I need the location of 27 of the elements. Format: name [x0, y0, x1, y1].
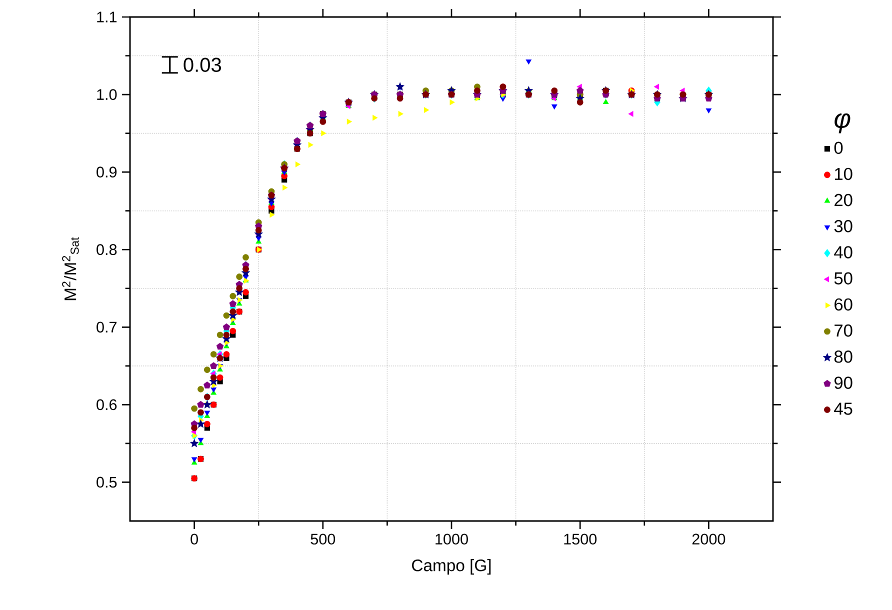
legend-label: 45 — [834, 402, 852, 415]
legend-label: 0 — [834, 142, 843, 154]
legend-label: 60 — [834, 298, 852, 311]
legend-label: 90 — [834, 376, 852, 389]
legend-label: 20 — [834, 194, 852, 206]
legend-label: 40 — [834, 246, 852, 258]
annotation: 0.03 — [184, 58, 221, 72]
y-tick-label: 0.5 — [96, 476, 117, 488]
y-tick-label: 0.9 — [96, 166, 117, 178]
x-axis-title: Campo [G] — [412, 559, 491, 575]
y-tick-label: 0.8 — [96, 244, 117, 256]
x-tick-label: 1000 — [436, 534, 468, 545]
y-axis-title: M$^{2}$/M$^{2}$Sat — [62, 237, 79, 300]
legend-label: 50 — [834, 272, 852, 284]
x-tick-label: 500 — [310, 534, 336, 545]
y-tick-label: 0.6 — [96, 399, 117, 410]
legend-label: 70 — [834, 324, 852, 337]
legend-label: 30 — [834, 220, 852, 232]
x-tick-label: 1500 — [564, 534, 597, 545]
y-tick-label: 0.7 — [96, 322, 117, 333]
x-tick-label: 0 — [190, 534, 198, 545]
y-tick-label: 1.0 — [97, 89, 117, 100]
legend-label: 10 — [835, 168, 852, 180]
legend-title: φ — [834, 113, 850, 134]
legend-label: 80 — [834, 350, 852, 363]
x-tick-label: 2000 — [692, 534, 726, 545]
y-tick-label: 1.1 — [97, 12, 117, 22]
